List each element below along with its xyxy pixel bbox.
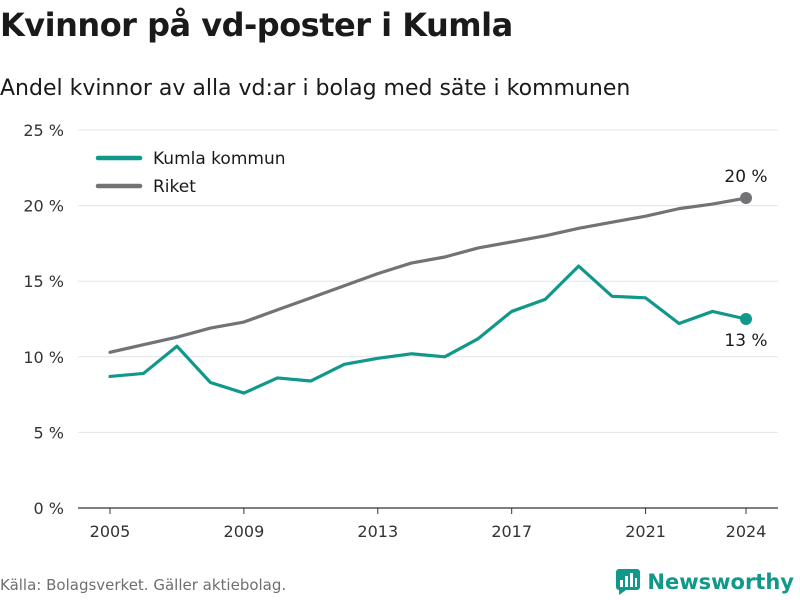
series-line-kumla	[108, 264, 748, 395]
x-tick-label: 2017	[491, 522, 532, 541]
x-tick-label: 2024	[726, 522, 767, 541]
y-tick-label: 5 %	[34, 423, 64, 442]
x-tick-label: 2013	[357, 522, 398, 541]
series-end-label: 20 %	[724, 167, 767, 187]
x-tick-label: 2021	[625, 522, 666, 541]
chart-title: Kvinnor på vd-poster i Kumla	[0, 6, 513, 44]
series-end-point	[740, 313, 752, 325]
y-tick-label: 0 %	[34, 499, 64, 518]
newsworthy-logo-icon	[616, 569, 641, 595]
x-tick-label: 2009	[224, 522, 265, 541]
source-note: Källa: Bolagsverket. Gäller aktiebolag.	[0, 576, 287, 594]
legend-label: Riket	[153, 177, 196, 197]
chart-subtitle: Andel kvinnor av alla vd:ar i bolag med …	[0, 76, 631, 101]
y-tick-label: 15 %	[23, 272, 64, 291]
y-tick-label: 20 %	[23, 197, 64, 216]
series-end-point	[740, 192, 752, 205]
y-tick-label: 10 %	[23, 348, 64, 367]
y-tick-label: 25 %	[23, 121, 64, 140]
brand-logo[interactable]: Newsworthy	[615, 568, 794, 596]
legend-label: Kumla kommun	[153, 149, 286, 169]
series-line-riket	[108, 196, 748, 354]
series-end-label: 13 %	[724, 331, 767, 351]
x-tick-label: 2005	[90, 522, 131, 541]
brand-name: Newsworthy	[647, 570, 794, 594]
